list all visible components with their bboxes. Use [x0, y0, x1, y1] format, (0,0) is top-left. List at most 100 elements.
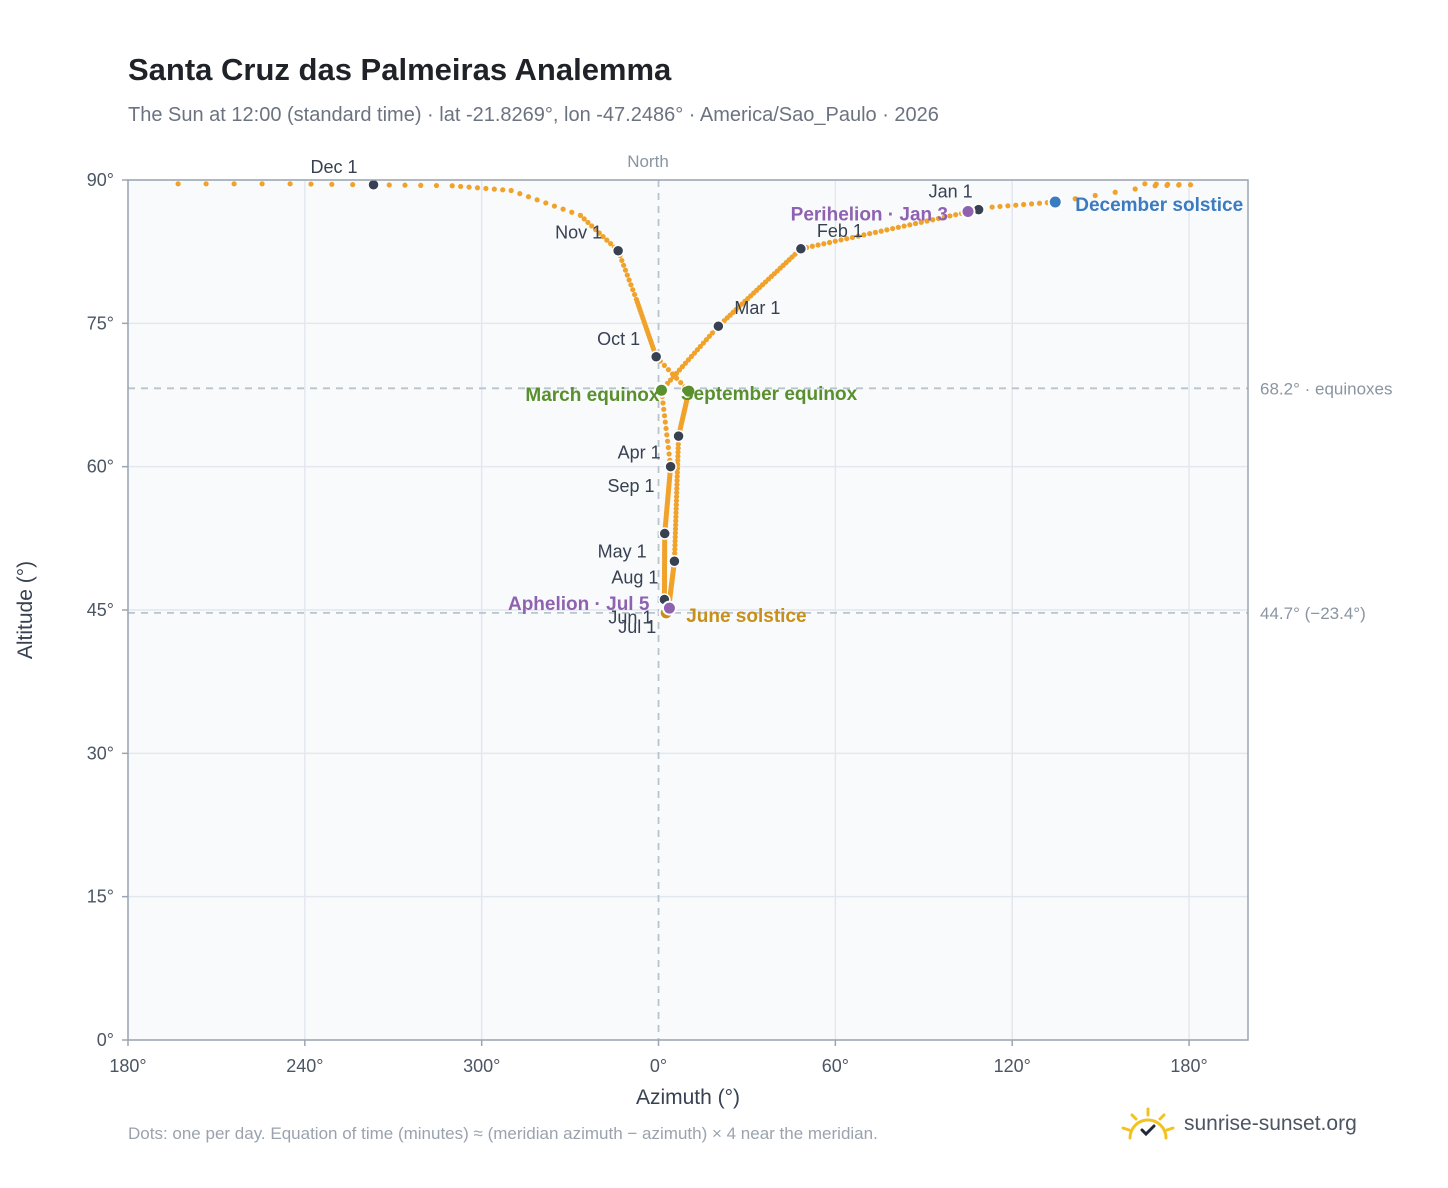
daily-dot: [624, 272, 630, 278]
daily-dot: [672, 530, 678, 536]
month-label: Jun 1: [608, 607, 652, 627]
daily-dot: [259, 181, 265, 187]
daily-dot: [1013, 202, 1019, 208]
month-marker: [672, 429, 685, 443]
daily-dot: [596, 230, 602, 236]
daily-dot: [543, 200, 549, 206]
event-label: December solstice: [1075, 195, 1243, 216]
y-tick-label: 30°: [87, 743, 114, 763]
month-label: Sep 1: [608, 476, 655, 496]
daily-dot: [688, 353, 695, 360]
daily-dot: [1164, 182, 1170, 189]
daily-dot: [287, 181, 293, 187]
daily-dot: [809, 243, 815, 249]
daily-dot: [664, 432, 670, 438]
daily-dot: [517, 191, 523, 197]
daily-dot: [673, 498, 680, 504]
month-marker: [658, 527, 671, 540]
daily-dot: [678, 379, 684, 386]
month-label: Apr 1: [618, 443, 661, 463]
daily-dot: [1072, 196, 1078, 202]
daily-dot: [815, 242, 821, 248]
y-tick-label: 75°: [87, 313, 114, 333]
daily-dot: [912, 220, 919, 227]
daily-dot: [534, 197, 540, 203]
daily-dot: [872, 229, 879, 235]
brand-name: sunrise-sunset.org: [1184, 1112, 1357, 1135]
daily-dot: [989, 204, 995, 210]
daily-dot: [861, 232, 867, 238]
daily-dot: [592, 226, 599, 233]
daily-dot: [691, 350, 698, 356]
daily-dot: [466, 184, 472, 190]
daily-dot: [660, 400, 666, 406]
daily-dot: [832, 238, 838, 244]
daily-dot: [581, 216, 587, 222]
daily-dot: [706, 333, 712, 339]
daily-dot: [672, 542, 678, 548]
month-label: Jan 1: [929, 182, 973, 202]
daily-dot: [1036, 200, 1043, 206]
daily-dot: [628, 282, 634, 288]
daily-dot: [1028, 201, 1035, 207]
event-label: Aphelion · Jul 5: [508, 594, 650, 615]
month-label: Oct 1: [597, 329, 640, 349]
daily-dot: [661, 406, 667, 412]
x-tick-label: 60°: [822, 1056, 849, 1076]
daily-dot: [1142, 181, 1148, 187]
daily-dot: [674, 490, 680, 496]
month-label: May 1: [598, 542, 647, 562]
daily-dot: [433, 182, 440, 189]
daily-dot: [890, 225, 896, 232]
daily-dot: [672, 546, 678, 552]
daily-dot: [577, 212, 584, 218]
chart-subtitle: The Sun at 12:00 (standard time) · lat -…: [128, 104, 939, 126]
daily-dot: [491, 186, 497, 192]
daily-dot: [907, 222, 913, 228]
daily-dot: [675, 457, 681, 463]
daily-dot: [1176, 182, 1182, 188]
x-tick-label: 180°: [109, 1056, 146, 1076]
daily-dot: [997, 203, 1003, 210]
daily-dot: [844, 236, 850, 242]
daily-dot: [685, 357, 692, 363]
daily-dot: [941, 214, 947, 220]
daily-dot: [878, 228, 884, 234]
daily-dot: [600, 233, 606, 240]
daily-dot: [674, 375, 680, 381]
meridian-label: North: [627, 152, 669, 171]
daily-dot: [697, 343, 703, 350]
daily-dot: [930, 217, 936, 223]
month-label: Mar 1: [734, 298, 780, 318]
x-tick-label: 300°: [463, 1056, 500, 1076]
reference-line-label: 68.2° · equinoxes: [1260, 379, 1393, 398]
event-marker: [661, 600, 677, 616]
daily-dot: [953, 212, 959, 218]
daily-dot: [449, 183, 455, 189]
daily-dot: [458, 183, 464, 190]
daily-dot: [673, 502, 679, 508]
daily-dot: [674, 481, 680, 488]
daily-dot: [703, 337, 709, 343]
daily-dot: [901, 223, 907, 229]
event-label: September equinox: [681, 384, 858, 405]
event-marker: [1047, 194, 1063, 210]
month-marker: [649, 350, 663, 364]
daily-dot: [947, 213, 953, 219]
daily-dot: [673, 522, 679, 528]
daily-dot: [855, 233, 861, 239]
y-tick-label: 0°: [97, 1030, 114, 1050]
y-axis-label: Altitude (°): [14, 561, 37, 659]
daily-dot: [1187, 182, 1194, 188]
daily-dot: [308, 181, 314, 187]
daily-dot: [918, 219, 924, 225]
chart-title: Santa Cruz das Palmeiras Analemma: [128, 52, 672, 87]
daily-dot: [329, 181, 335, 187]
brand[interactable]: sunrise-sunset.org: [1120, 1102, 1357, 1146]
event-label: March equinox: [525, 385, 660, 406]
daily-dot: [673, 370, 680, 376]
daily-dot: [849, 234, 856, 241]
daily-dot: [1092, 192, 1098, 199]
daily-dot: [1021, 201, 1027, 208]
daily-dot: [474, 185, 481, 191]
